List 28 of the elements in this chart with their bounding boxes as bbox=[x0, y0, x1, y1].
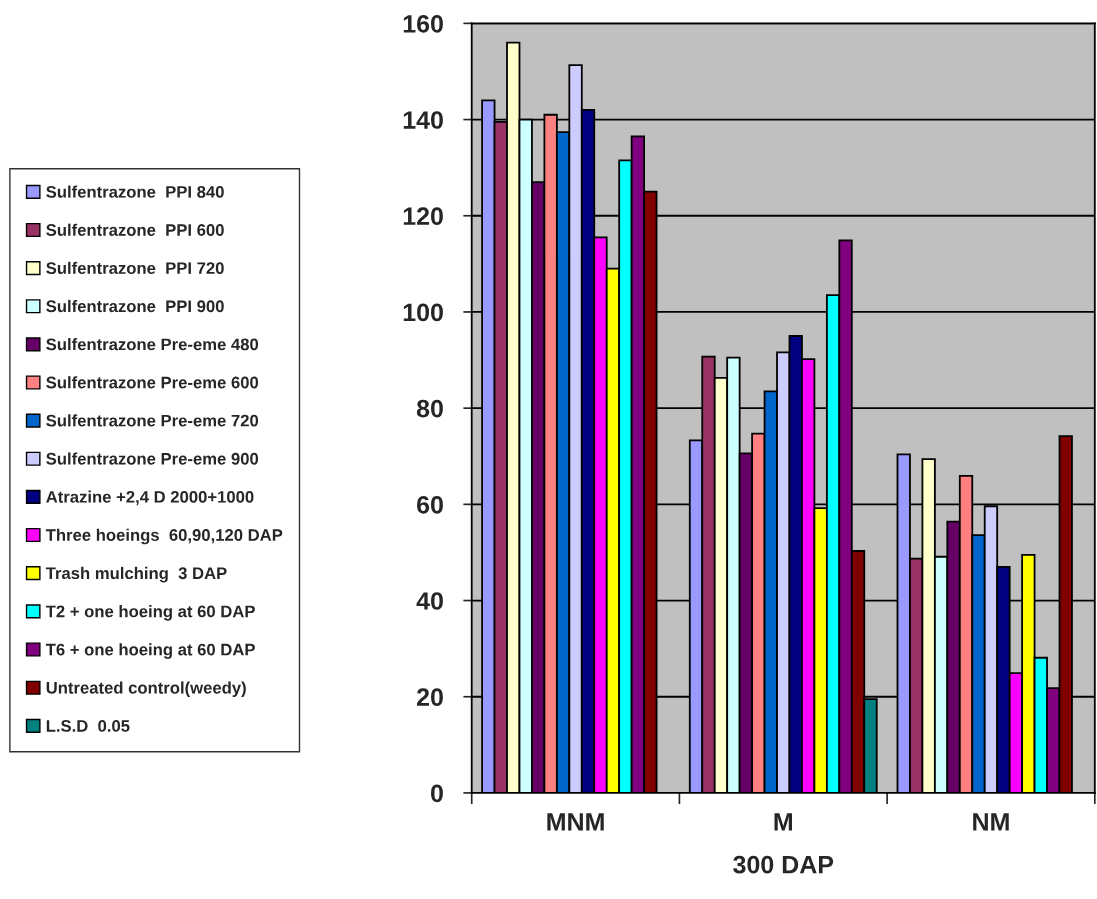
y-tick-label: 40 bbox=[416, 592, 443, 610]
y-tick-label: 100 bbox=[403, 303, 443, 322]
legend-label: Sulfentrazone PPI 720 bbox=[46, 261, 224, 275]
legend-label: Sulfentrazone Pre-eme 720 bbox=[46, 414, 259, 427]
legend-label: T2 + one hoeing at 60 DAP bbox=[45, 605, 255, 621]
legend-label: Sulfentrazone PPI 840 bbox=[46, 185, 224, 198]
legend-label: Atrazine +2,4 D 2000+1000 bbox=[46, 490, 254, 506]
y-tick-label: 140 bbox=[403, 111, 443, 129]
legend-label: Untreated control(weedy) bbox=[46, 681, 246, 697]
legend-label: Sulfentrazone PPI 600 bbox=[46, 223, 224, 236]
legend-label: Sulfentrazone PPI 900 bbox=[46, 299, 224, 313]
x-tick-label: NM bbox=[973, 813, 1009, 831]
x-tick-label: MNM bbox=[547, 813, 604, 831]
x-axis-title: 300 DAP bbox=[733, 855, 834, 874]
legend-label: Sulfentrazone Pre-eme 480 bbox=[46, 338, 259, 351]
legend-label: L.S.D 0.05 bbox=[46, 720, 130, 732]
legend-label: T6 + one hoeing at 60 DAP bbox=[45, 643, 255, 659]
y-tick-label: 0 bbox=[431, 784, 443, 803]
x-tick-label: M bbox=[774, 813, 792, 831]
legend-label: Trash mulching 3 DAP bbox=[45, 566, 227, 583]
y-tick-label: 60 bbox=[417, 495, 443, 514]
y-tick-label: 160 bbox=[403, 14, 443, 33]
y-tick-label: 120 bbox=[403, 207, 443, 226]
legend-label: Sulfentrazone Pre-eme 900 bbox=[46, 452, 259, 465]
y-tick-label: 20 bbox=[416, 688, 443, 707]
y-tick-label: 80 bbox=[416, 399, 443, 418]
legend-label: Sulfentrazone Pre-eme 600 bbox=[46, 376, 259, 389]
legend-label: Three hoeings 60,90,120 DAP bbox=[45, 528, 283, 545]
